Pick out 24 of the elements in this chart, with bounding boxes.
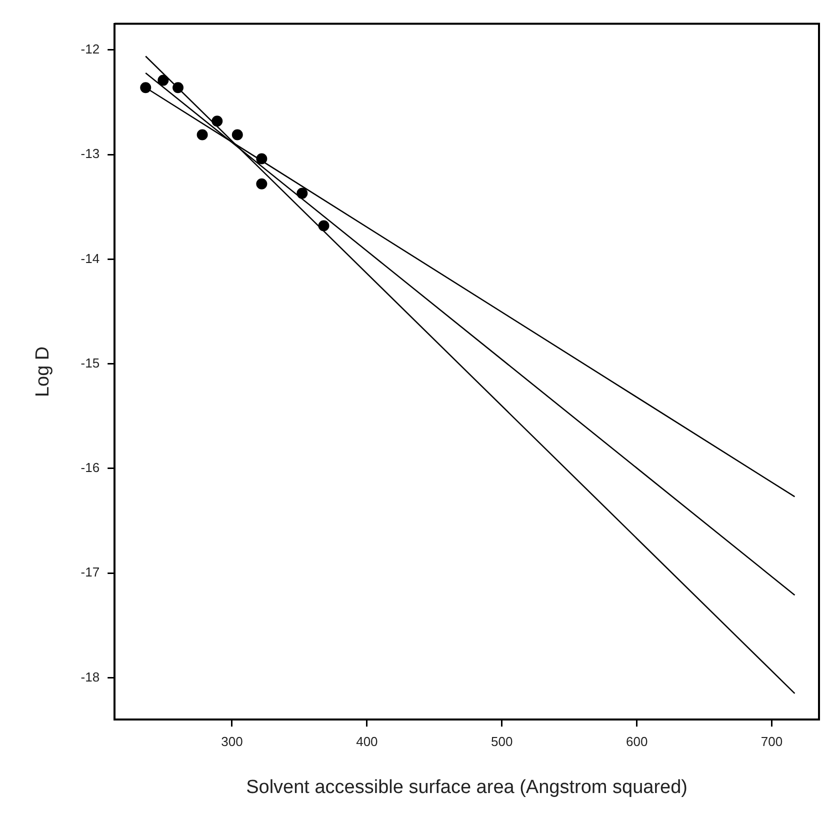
y-axis-title: Log D [32, 346, 54, 398]
point [232, 129, 243, 140]
x-axis-title: Solvent accessible surface area (Angstrom squared) [246, 776, 688, 798]
point [172, 82, 184, 94]
y-tick-label: -18 [80, 669, 100, 684]
point [140, 82, 152, 94]
x-tick-label: 400 [356, 734, 378, 749]
point [212, 116, 223, 127]
point [256, 153, 268, 164]
y-tick-label: -12 [80, 42, 100, 57]
point [296, 188, 308, 199]
y-tick-label: -13 [80, 146, 100, 162]
x-tick-label: 300 [221, 734, 243, 749]
y-tick-label: -14 [80, 250, 100, 266]
point [196, 129, 208, 140]
y-tick-label: -16 [80, 460, 100, 476]
x-tick-label: 500 [491, 734, 513, 749]
point [158, 74, 169, 86]
point [318, 220, 330, 232]
y-tick-label: -17 [80, 564, 100, 580]
point [256, 178, 268, 190]
x-tick-label: 600 [626, 734, 648, 749]
y-tick-label: -15 [80, 355, 100, 370]
x-tick-label: 700 [760, 734, 783, 749]
